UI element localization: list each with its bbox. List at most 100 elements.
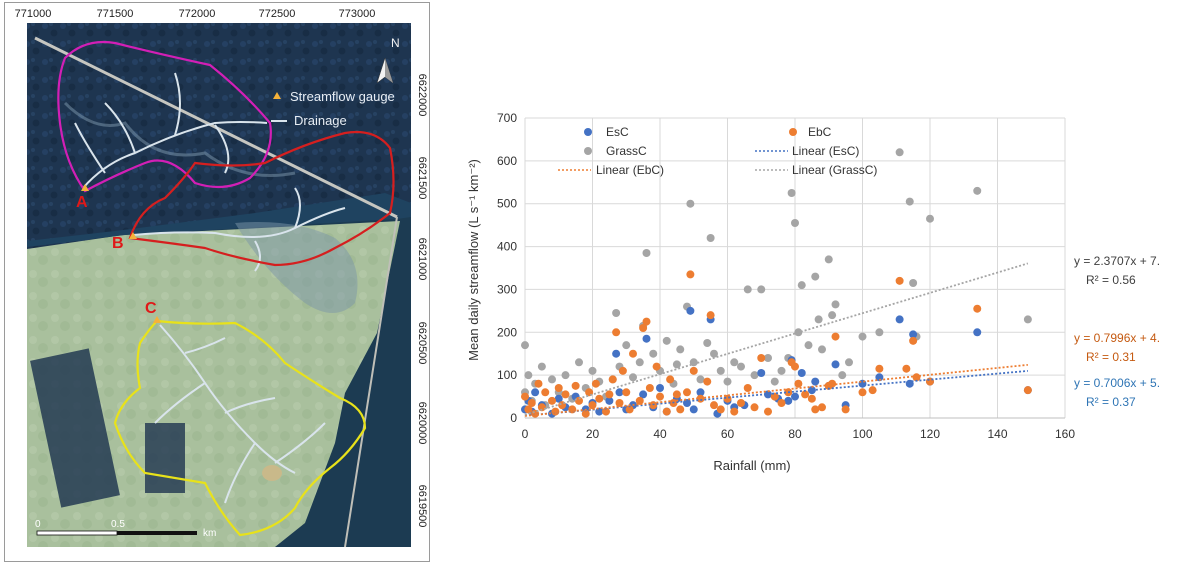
grassc-point [524,371,533,380]
ebc-point [605,390,614,399]
esc-point [554,394,563,403]
esc-equation: y = 0.7006x + 5.4975 [1074,376,1160,390]
esc-point [811,377,820,386]
y-tick-labels: 0 100 200 300 400 500 600 700 [497,111,517,425]
esc-point [686,306,695,315]
grassc-point [649,349,658,358]
ebc-point [868,386,877,395]
drainage-line [104,102,136,154]
ebc-point [794,379,803,388]
map-y-tick: 6621000 [416,238,428,281]
north-label: N [391,36,400,50]
trendline-ebc [524,363,1028,417]
grassc-point [875,328,884,337]
esc-point [642,334,651,343]
ebc-point [750,403,759,412]
esc-point [656,384,664,392]
ebc-point [642,317,651,326]
grassc-point [737,362,745,371]
ebc-point [706,311,715,320]
y-tick-label: 600 [497,154,517,168]
esc-point [831,360,840,369]
ebc-point [710,401,718,410]
ebc-point [588,401,597,410]
ebc-point [831,332,840,341]
grassc-point [537,362,546,371]
map-y-tick: 6619500 [416,485,428,528]
map-x-tick: 771000 [15,8,52,20]
ebc-point [561,390,570,399]
legend-grassc-marker [584,147,592,155]
ebc-point [541,388,550,397]
y-tick-label: 0 [510,411,517,425]
ebc-point [608,375,617,384]
north-arrow-icon: N [376,36,400,84]
ebc-point [909,336,918,345]
x-tick-labels: 0 20 40 60 80 100 120 140 160 [522,427,1076,441]
ebc-point [645,384,654,392]
ebc-point [818,403,826,412]
grassc-point [588,366,597,375]
trend-annotations: y = 2.3707x + 7.4757 R² = 0.56 y = 0.799… [1074,254,1160,409]
ebc-point [534,379,543,388]
streamflow-scatter-chart: 0 20 40 60 80 100 120 140 160 0 100 200 300 400 500 60… [466,111,1160,473]
grassc-point [828,311,837,320]
dark-patch [145,423,185,493]
grassc-point [706,234,715,242]
drainage-line [214,124,230,174]
ebc-point [811,405,820,414]
grassc-point [642,249,651,257]
grassc-point [926,214,934,223]
esc-point [973,328,982,337]
ebc-point [743,384,752,392]
grassc-point [730,358,739,367]
ebc-r2: R² = 0.31 [1086,350,1136,364]
legend-ebc-label: EbC [808,125,832,139]
grassc-point [723,377,732,386]
drainage-line [294,187,301,229]
bare-patch [262,465,282,481]
x-tick-label: 60 [721,427,735,441]
drainage-line [174,72,181,136]
drainage-line [254,240,261,272]
series-grassc [521,148,1032,410]
legend-lin-grassc-label: Linear (GrassC) [792,163,877,177]
esc-point [696,388,705,397]
grassc-point [787,189,796,197]
ebc-point [777,399,786,407]
ebc-equation: y = 0.7996x + 4.8679 [1074,331,1160,345]
legend-lin-esc-label: Linear (EsC) [792,144,859,158]
scatter-points [521,148,1032,418]
grassc-point [895,148,904,157]
y-axis-title: Mean daily streamflow (L s⁻¹ km⁻²) [466,159,481,361]
grassc-point [622,341,631,350]
ebc-point [828,379,837,388]
ebc-point [666,375,675,384]
ebc-point [895,276,904,285]
ebc-point [716,405,725,414]
esc-r2: R² = 0.37 [1086,395,1136,409]
ebc-point [635,396,644,405]
grassc-point [696,375,705,384]
ebc-point [686,270,695,279]
catchment-C-boundary [113,319,367,537]
satellite-imagery [27,23,411,548]
map-panel: 771000 771500 772000 772500 773000 66220… [4,2,430,562]
x-axis-title: Rainfall (mm) [713,458,790,473]
grassc-point [909,279,918,287]
esc-point [797,369,806,377]
map-y-tick: 6620000 [416,402,428,445]
esc-point [612,349,621,358]
gauge-legend-icon [273,92,281,99]
ebc-point [841,405,850,414]
site-label-B: B [112,235,124,252]
ebc-point [656,392,664,401]
grassc-point [686,199,695,208]
grassc-point [521,341,529,350]
ebc-point [858,388,867,397]
grassc-point [804,341,813,350]
grassc-point [743,285,752,294]
drainage-line [132,207,346,238]
esc-point [764,390,772,399]
y-tick-label: 100 [497,368,517,382]
